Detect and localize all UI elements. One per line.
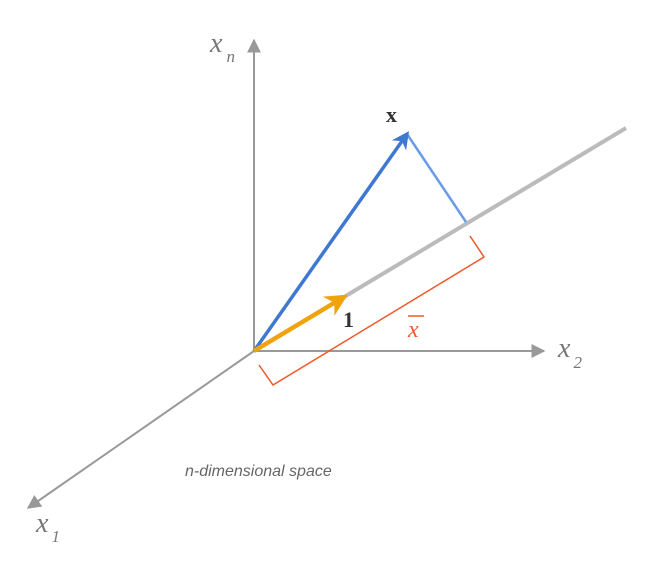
axis-x1-subscript: 1 bbox=[51, 527, 60, 546]
vector-x-label: x bbox=[386, 102, 397, 127]
axis-x2-subscript: 2 bbox=[573, 353, 582, 372]
axis-x1-base: x bbox=[35, 508, 49, 539]
mean-label: x bbox=[407, 317, 419, 343]
vector-x-arrow bbox=[252, 131, 410, 353]
caption: n-dimensional space bbox=[185, 463, 332, 480]
vector-one-label: 1 bbox=[343, 307, 354, 332]
axis-xn-subscript: n bbox=[226, 47, 235, 66]
projection-line bbox=[405, 133, 468, 223]
axis-x1 bbox=[26, 350, 255, 509]
axis-xn-base: x bbox=[209, 28, 223, 59]
axis-x2-base: x bbox=[557, 333, 571, 364]
mean-bracket bbox=[258, 235, 486, 387]
vector-one-arrow bbox=[252, 294, 348, 353]
